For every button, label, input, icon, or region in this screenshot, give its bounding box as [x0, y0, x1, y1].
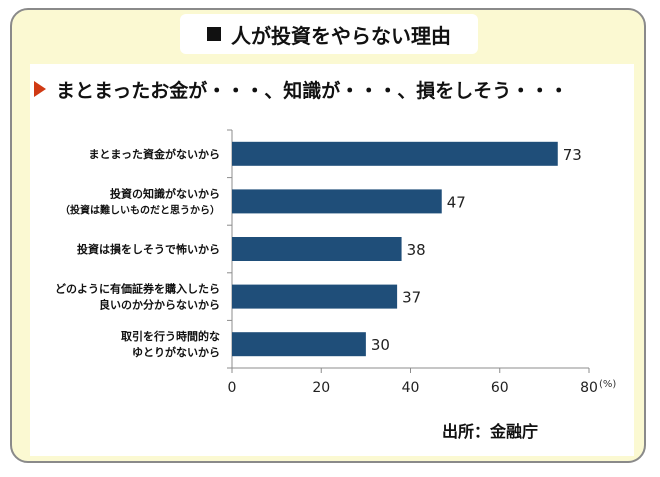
- category-label: ゆとりがないから: [132, 345, 220, 359]
- category-label: どのように有価証券を購入したら: [55, 282, 220, 296]
- bar: [232, 189, 442, 214]
- category-label: （投資は難しいものだと思うから）: [60, 203, 220, 216]
- square-bullet-icon: [207, 27, 221, 41]
- data-label: 47: [447, 193, 466, 211]
- data-label: 38: [407, 241, 426, 259]
- title-bar: 人が投資をやらない理由: [180, 14, 478, 54]
- chart-title: 人が投資をやらない理由: [231, 23, 451, 48]
- category-label: 取引を行う時間的な: [121, 329, 220, 343]
- data-label: 30: [371, 336, 390, 354]
- x-tick-label: 20: [312, 380, 330, 396]
- category-label: 良いのか分からないから: [99, 298, 220, 312]
- bar: [232, 237, 402, 261]
- x-tick-label: 0: [228, 380, 237, 396]
- chart-subtitle: まとまったお金が・・・、知識が・・・、損をしそう・・・: [56, 79, 569, 102]
- source-note: 出所：金融庁: [442, 422, 539, 441]
- x-tick-label: 80: [580, 380, 598, 396]
- bar: [232, 141, 558, 166]
- category-label: 投資の知識がないから: [110, 186, 220, 200]
- x-axis-unit: (%): [599, 379, 616, 390]
- data-label: 73: [563, 146, 582, 164]
- category-label: まとまった資金がないから: [88, 147, 220, 161]
- x-tick-label: 60: [491, 380, 509, 396]
- bar: [232, 284, 398, 309]
- category-label: 投資は損をしそうで怖いから: [77, 242, 220, 256]
- subtitle-row: まとまったお金が・・・、知識が・・・、損をしそう・・・: [30, 74, 568, 104]
- bar: [232, 332, 366, 357]
- data-label: 37: [402, 289, 421, 307]
- triangle-bullet-icon: [34, 81, 46, 97]
- x-tick-label: 40: [402, 380, 420, 396]
